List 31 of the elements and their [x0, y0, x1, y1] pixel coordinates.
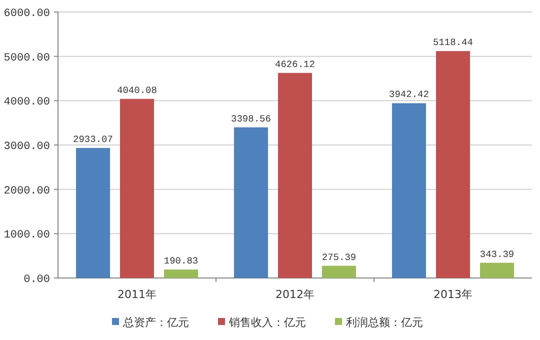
y-tick-label: 3000.00 [4, 141, 50, 153]
y-tick-label: 6000.00 [4, 8, 50, 20]
bar [436, 51, 470, 278]
legend-label: 总资产：亿元 [122, 316, 189, 329]
bar [322, 266, 356, 278]
y-tick-label: 5000.00 [4, 52, 50, 64]
bar [76, 148, 110, 278]
data-label: 275.39 [322, 252, 356, 263]
data-label: 3398.56 [231, 113, 272, 124]
y-tick-label: 2000.00 [4, 185, 50, 198]
data-label: 343.39 [480, 248, 514, 260]
data-label: 190.83 [164, 256, 198, 267]
y-tick-label: 0.00 [24, 274, 50, 286]
legend-label: 利润总额：亿元 [346, 316, 423, 329]
data-label: 4626.12 [275, 58, 316, 70]
bar [392, 103, 426, 278]
legend-label: 销售收入：亿元 [228, 316, 306, 329]
data-label: 5118.44 [433, 37, 474, 48]
x-tick-label: 2011年 [118, 288, 156, 301]
bar [234, 127, 268, 278]
data-label: 2933.07 [73, 134, 113, 145]
y-tick-label: 1000.00 [4, 230, 50, 242]
x-tick-label: 2012年 [276, 288, 314, 301]
y-tick-label: 4000.00 [4, 96, 50, 109]
bar [164, 270, 198, 278]
bar [278, 72, 312, 278]
x-tick-label: 2013年 [434, 288, 472, 301]
bar [120, 98, 154, 278]
data-label: 3942.42 [389, 89, 430, 100]
data-label: 4040.08 [117, 84, 158, 96]
bar [480, 262, 514, 278]
